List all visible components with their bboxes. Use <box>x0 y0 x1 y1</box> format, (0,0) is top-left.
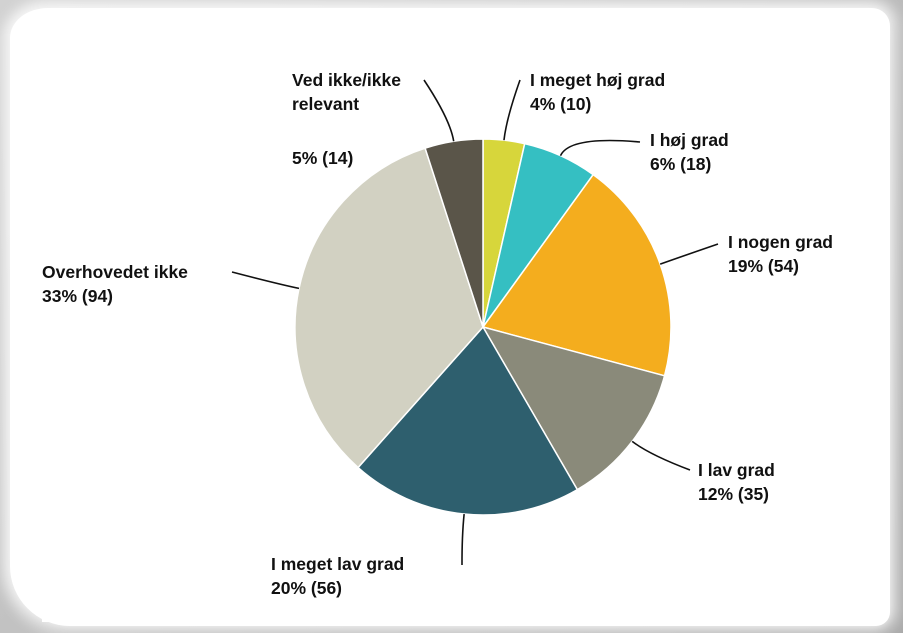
leader-line-0 <box>503 79 521 141</box>
value-overhovedet-ikke: 33% (94) <box>42 286 113 306</box>
label-overhovedet-ikke: Overhovedet ikke <box>42 262 188 282</box>
value-i-lav-grad: 12% (35) <box>698 484 769 504</box>
value-ved-ikke: 5% (14) <box>292 148 353 168</box>
leader-line-3 <box>631 440 691 471</box>
label-i-hoej-grad: I høj grad <box>650 130 729 150</box>
leader-line-6 <box>423 79 455 142</box>
value-i-nogen-grad: 19% (54) <box>728 256 799 276</box>
leader-line-5 <box>231 271 300 290</box>
pie-slice-3 <box>481 325 666 491</box>
leader-line-4 <box>461 513 465 566</box>
leader-lines <box>231 79 719 566</box>
pie-slice-6 <box>424 138 484 328</box>
pie-slice-4 <box>357 325 579 516</box>
value-i-meget-hoej-grad: 4% (10) <box>530 94 591 114</box>
label-i-nogen-grad: I nogen grad <box>728 232 833 252</box>
label-i-meget-hoej-grad: I meget høj grad <box>530 70 665 90</box>
value-i-hoej-grad: 6% (18) <box>650 154 711 174</box>
label-ved-ikke-line2: relevant <box>292 94 359 114</box>
leader-line-1 <box>559 139 641 157</box>
label-i-meget-lav-grad: I meget lav grad <box>271 554 404 574</box>
label-ved-ikke-line1: Ved ikke/ikke <box>292 70 401 90</box>
leader-line-2 <box>659 243 719 265</box>
pie-slices <box>294 138 672 516</box>
pie-slice-5 <box>294 147 484 469</box>
label-i-lav-grad: I lav grad <box>698 460 775 480</box>
value-i-meget-lav-grad: 20% (56) <box>271 578 342 598</box>
